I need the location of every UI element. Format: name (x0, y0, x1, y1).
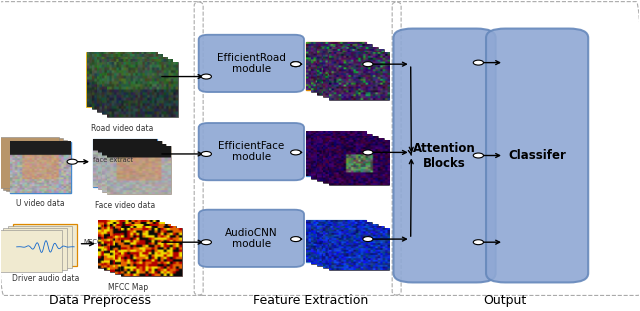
Circle shape (67, 159, 77, 164)
FancyBboxPatch shape (10, 142, 71, 193)
FancyBboxPatch shape (98, 142, 162, 189)
FancyBboxPatch shape (317, 47, 378, 95)
Text: Face video data: Face video data (95, 201, 156, 210)
FancyBboxPatch shape (312, 134, 372, 179)
Circle shape (363, 237, 373, 242)
FancyBboxPatch shape (87, 53, 157, 107)
FancyBboxPatch shape (198, 35, 304, 92)
Text: AudioCNN
module: AudioCNN module (225, 228, 278, 249)
Text: MFCC: MFCC (84, 239, 102, 244)
FancyBboxPatch shape (109, 224, 170, 272)
Text: Driver audio data: Driver audio data (12, 274, 79, 283)
Circle shape (473, 60, 483, 65)
Circle shape (363, 62, 373, 67)
FancyBboxPatch shape (306, 220, 366, 262)
FancyBboxPatch shape (486, 29, 588, 282)
FancyBboxPatch shape (93, 139, 157, 187)
Text: U video data: U video data (16, 199, 65, 208)
FancyBboxPatch shape (3, 228, 67, 270)
FancyBboxPatch shape (102, 144, 166, 192)
FancyBboxPatch shape (198, 210, 304, 267)
Circle shape (363, 150, 373, 155)
FancyBboxPatch shape (108, 63, 177, 117)
FancyBboxPatch shape (0, 230, 62, 272)
FancyBboxPatch shape (323, 226, 383, 268)
FancyBboxPatch shape (121, 228, 182, 276)
FancyBboxPatch shape (8, 226, 72, 268)
FancyBboxPatch shape (92, 55, 163, 109)
Text: Feature Extraction: Feature Extraction (253, 294, 368, 307)
Circle shape (473, 240, 483, 245)
FancyBboxPatch shape (115, 226, 176, 274)
Circle shape (201, 151, 211, 156)
FancyBboxPatch shape (13, 225, 77, 266)
Circle shape (473, 153, 483, 158)
Circle shape (291, 237, 301, 242)
Text: Attention
Blocks: Attention Blocks (413, 142, 476, 169)
Text: EfficientFace
module: EfficientFace module (218, 141, 284, 162)
FancyBboxPatch shape (394, 29, 495, 282)
FancyBboxPatch shape (328, 52, 389, 100)
Text: Road video data: Road video data (91, 124, 153, 133)
FancyBboxPatch shape (6, 140, 67, 191)
Circle shape (291, 150, 301, 155)
Circle shape (201, 74, 211, 79)
FancyBboxPatch shape (306, 42, 366, 90)
FancyBboxPatch shape (317, 136, 378, 181)
FancyBboxPatch shape (312, 44, 372, 92)
FancyBboxPatch shape (102, 60, 173, 114)
FancyBboxPatch shape (312, 222, 372, 264)
Circle shape (201, 240, 211, 245)
FancyBboxPatch shape (306, 132, 366, 176)
Text: face extract: face extract (93, 156, 132, 163)
Text: EfficientRoad
module: EfficientRoad module (217, 53, 286, 74)
FancyBboxPatch shape (98, 220, 159, 268)
Text: Classifer: Classifer (508, 149, 566, 162)
Circle shape (291, 62, 301, 67)
FancyBboxPatch shape (198, 123, 304, 180)
FancyBboxPatch shape (97, 58, 168, 112)
FancyBboxPatch shape (323, 138, 383, 183)
FancyBboxPatch shape (323, 49, 383, 97)
FancyBboxPatch shape (317, 224, 378, 266)
FancyBboxPatch shape (328, 228, 389, 270)
FancyBboxPatch shape (104, 222, 164, 270)
Text: MFCC Map: MFCC Map (108, 283, 148, 292)
FancyBboxPatch shape (3, 138, 63, 190)
Circle shape (291, 62, 301, 67)
FancyBboxPatch shape (328, 140, 389, 185)
FancyBboxPatch shape (0, 137, 60, 188)
FancyBboxPatch shape (107, 146, 171, 194)
Text: Output: Output (484, 294, 527, 307)
Text: Data Preprocess: Data Preprocess (49, 294, 150, 307)
